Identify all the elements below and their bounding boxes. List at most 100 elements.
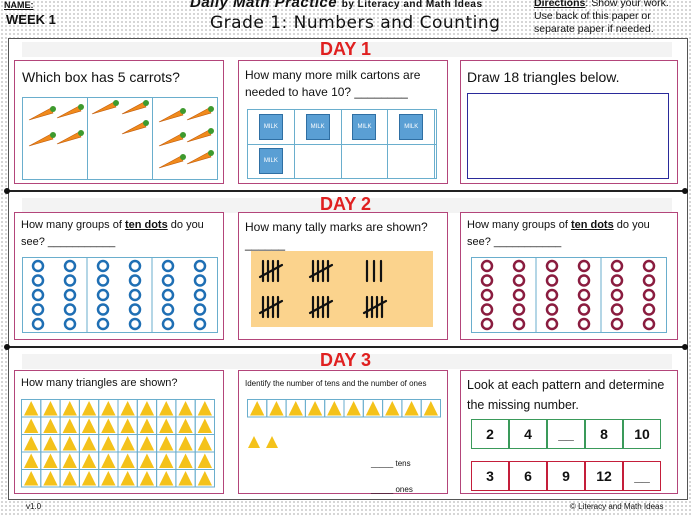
counting-dot — [512, 274, 526, 287]
carrot-box-2[interactable] — [87, 97, 153, 180]
divider-dot — [4, 188, 10, 194]
triangle-ten-strip — [247, 399, 441, 418]
blue-dot-grid — [22, 257, 218, 333]
day-divider — [8, 346, 688, 348]
triangle-shape — [139, 436, 155, 451]
triangle-shape — [81, 453, 97, 468]
carrot-box-1[interactable] — [22, 97, 88, 180]
triangle-shape — [365, 401, 381, 416]
title-main: Daily Math Practice — [190, 0, 338, 11]
triangle-shape — [346, 401, 361, 416]
counting-dot — [193, 274, 207, 287]
day1-band — [22, 42, 672, 57]
day2-label: DAY 2 — [319, 194, 372, 214]
copyright-label: © Literacy and Math Ideas — [570, 502, 664, 511]
triangle-shape — [159, 418, 174, 433]
counting-dot — [31, 317, 45, 331]
pattern-card: Look at each pattern and determine the m… — [460, 370, 678, 494]
milk-cell: MILK — [247, 143, 295, 179]
triangle-shape — [120, 453, 135, 468]
triangle-shape — [269, 401, 284, 416]
tens-ones-card: Identify the number of tens and the numb… — [238, 370, 448, 494]
tally-card: How many tally marks are shown? ______ — [238, 212, 448, 340]
triangle-shape — [101, 453, 116, 468]
triangle-shape — [43, 453, 58, 468]
divider-dot — [682, 344, 688, 350]
triangle-shape — [24, 436, 39, 451]
q-pre: How many groups of — [21, 219, 125, 231]
counting-dot — [63, 274, 77, 287]
week-label: WEEK 1 — [6, 12, 56, 27]
maroon-dot-grid — [471, 257, 667, 333]
q-em: ten dots — [124, 219, 168, 231]
milk-cell: MILK — [293, 109, 342, 145]
counting-dot — [610, 259, 624, 273]
counting-dot — [31, 288, 45, 302]
milk-card: How many more milk cartons are needed to… — [238, 60, 448, 184]
counting-dot — [642, 288, 656, 302]
milk-carton-icon: MILK — [258, 148, 283, 175]
counting-dot — [63, 288, 77, 302]
carrot-box-3[interactable] — [152, 97, 218, 180]
counting-dot — [577, 288, 591, 302]
pattern-cell: 6 — [509, 461, 547, 491]
milk-question: How many more milk cartons are needed to… — [245, 68, 421, 99]
dot-grid-frame — [471, 257, 667, 333]
tens-ones-question: Identify the number of tens and the numb… — [245, 379, 427, 388]
triangle-shape — [62, 401, 77, 416]
tens-answer-line[interactable]: _____ tens — [371, 459, 411, 468]
counting-dot — [512, 303, 526, 316]
counting-dot — [63, 303, 77, 316]
counting-dot — [642, 259, 656, 273]
directions-label: Directions — [534, 0, 586, 9]
triangle-shape — [43, 418, 58, 433]
triangle-shape — [197, 418, 212, 433]
ten-frame: MILK MILK MILK MILK MILK — [247, 109, 437, 179]
counting-dot — [545, 288, 559, 302]
counting-dot — [128, 288, 142, 302]
counting-dot — [96, 317, 110, 331]
ones-answer-line[interactable]: _____ ones — [371, 485, 413, 494]
counting-dot — [480, 288, 494, 302]
triangle-shape — [178, 436, 193, 451]
triangle-cell — [194, 469, 215, 488]
pattern-blank-cell[interactable]: __ — [547, 419, 585, 449]
counting-dot — [128, 259, 142, 273]
triangle-shape — [139, 401, 155, 416]
q-pre: How many groups of — [467, 219, 571, 231]
empty-cell — [387, 143, 436, 179]
counting-dot — [128, 317, 142, 331]
counting-dot — [610, 317, 624, 331]
triangle-shape — [288, 401, 303, 416]
triangle-cell — [420, 399, 441, 418]
empty-cell — [434, 143, 437, 179]
counting-dot — [96, 303, 110, 316]
name-label: NAME: — [4, 0, 34, 10]
triangle-shape — [43, 401, 58, 416]
triangle-shape — [197, 401, 212, 416]
blue-dots-card: How many groups of ten dots do you see? … — [14, 212, 224, 340]
triangle-shape — [178, 453, 193, 468]
triangle-shape — [178, 418, 193, 433]
counting-dot — [610, 274, 624, 287]
triangle-shape — [385, 401, 400, 416]
triangle-shape — [24, 453, 39, 468]
counting-dot — [31, 274, 45, 287]
version-label: v1.0 — [26, 502, 42, 511]
counting-dot — [161, 288, 175, 302]
triangle-shape — [139, 418, 155, 433]
triangle-shape — [159, 436, 174, 451]
counting-dot — [161, 274, 175, 287]
triangle-shape — [43, 471, 58, 486]
drawing-area[interactable] — [467, 93, 669, 179]
counting-dot — [642, 317, 656, 331]
triangle-shape — [159, 471, 174, 486]
empty-cell — [293, 143, 342, 179]
triangle-shape — [120, 471, 135, 486]
pattern-blank-cell[interactable]: __ — [623, 461, 661, 491]
counting-dot — [480, 303, 494, 316]
triangle-count-card: How many triangles are shown? — [14, 370, 224, 494]
triangle-shape — [120, 418, 135, 433]
triangle-shape — [24, 418, 39, 433]
counting-dot — [545, 274, 559, 287]
